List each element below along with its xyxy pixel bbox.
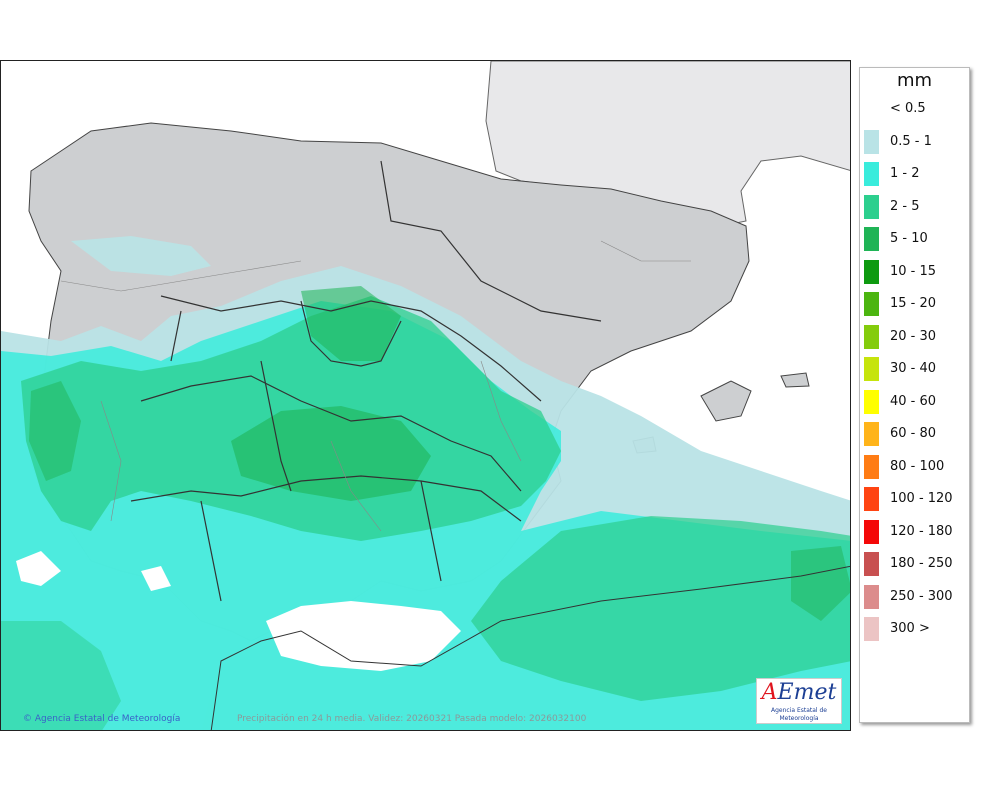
legend-item: 250 - 300 (860, 584, 969, 609)
legend-unit: mm (896, 70, 933, 91)
logo-wordmark: AEmet (761, 680, 837, 705)
legend-label: 15 - 20 (890, 296, 937, 311)
legend-label: 80 - 100 (890, 458, 945, 474)
legend-item: 180 - 250 (860, 552, 969, 576)
legend-item: 30 - 40 (860, 357, 969, 381)
legend-label: 60 - 80 (890, 426, 937, 441)
legend-swatch (864, 129, 879, 154)
legend-swatch (864, 227, 879, 251)
legend-item: 100 - 120 (860, 487, 969, 511)
legend-label: 5 - 10 (890, 231, 928, 246)
legend-item: 15 - 20 (860, 292, 969, 316)
legend-item: 60 - 80 (860, 422, 969, 446)
legend-item: < 0.5 (860, 97, 969, 121)
copyright-text: Agencia Estatal de Meteorología (34, 714, 181, 724)
legend-item: 2 - 5 (860, 194, 969, 219)
legend-swatch (864, 487, 879, 511)
legend-item: 80 - 100 (860, 454, 969, 479)
legend-item: 300 > (860, 617, 969, 641)
legend-label: 1 - 2 (890, 166, 920, 181)
map-graphic (1, 61, 850, 730)
legend-item: 1 - 2 (860, 162, 969, 186)
legend-item: 0.5 - 1 (860, 129, 969, 154)
legend-label: 0.5 - 1 (890, 133, 932, 149)
precipitation-map: © Agencia Estatal de Meteorología Precip… (0, 60, 851, 731)
legend-swatch (864, 357, 879, 381)
legend-label: < 0.5 (890, 101, 926, 116)
legend-swatch (864, 584, 879, 609)
legend-label: 20 - 30 (890, 328, 937, 344)
legend-item: 40 - 60 (860, 389, 969, 414)
legend-label: 40 - 60 (890, 393, 937, 409)
legend-swatch (864, 519, 879, 544)
legend-label: 250 - 300 (890, 588, 953, 604)
legend-item: 120 - 180 (860, 519, 969, 544)
map-caption: Precipitación en 24 h media. Validez: 20… (237, 714, 587, 724)
legend-label: 300 > (890, 621, 930, 636)
legend-label: 10 - 15 (890, 263, 937, 279)
legend-item: 5 - 10 (860, 227, 969, 251)
legend-swatch (864, 389, 879, 414)
legend-swatch (864, 194, 879, 219)
legend-label: 100 - 120 (890, 491, 953, 506)
legend-item: 10 - 15 (860, 259, 969, 284)
legend-label: 120 - 180 (890, 523, 953, 539)
logo-subtitle: Agencia Estatal de Meteorología (770, 707, 827, 722)
legend-label: 180 - 250 (890, 556, 953, 571)
legend-swatch (864, 292, 879, 316)
legend-swatch (864, 324, 879, 349)
legend-panel: mm < 0.5 0.5 - 1 1 - 2 2 - 5 5 - 10 10 - 15 15… (859, 67, 970, 723)
legend-item: 20 - 30 (860, 324, 969, 349)
legend-swatch (864, 259, 879, 284)
legend-label: 2 - 5 (890, 198, 920, 214)
legend-swatch (864, 454, 879, 479)
legend-swatch (864, 552, 879, 576)
legend-swatch (864, 422, 879, 446)
legend-swatch (864, 617, 879, 641)
legend-label: 30 - 40 (890, 361, 937, 376)
aemet-logo: AEmet Agencia Estatal de Meteorología (756, 678, 842, 724)
copyright-label: © Agencia Estatal de Meteorología (23, 714, 181, 724)
legend-swatch (864, 97, 879, 121)
legend-swatch (864, 162, 879, 186)
